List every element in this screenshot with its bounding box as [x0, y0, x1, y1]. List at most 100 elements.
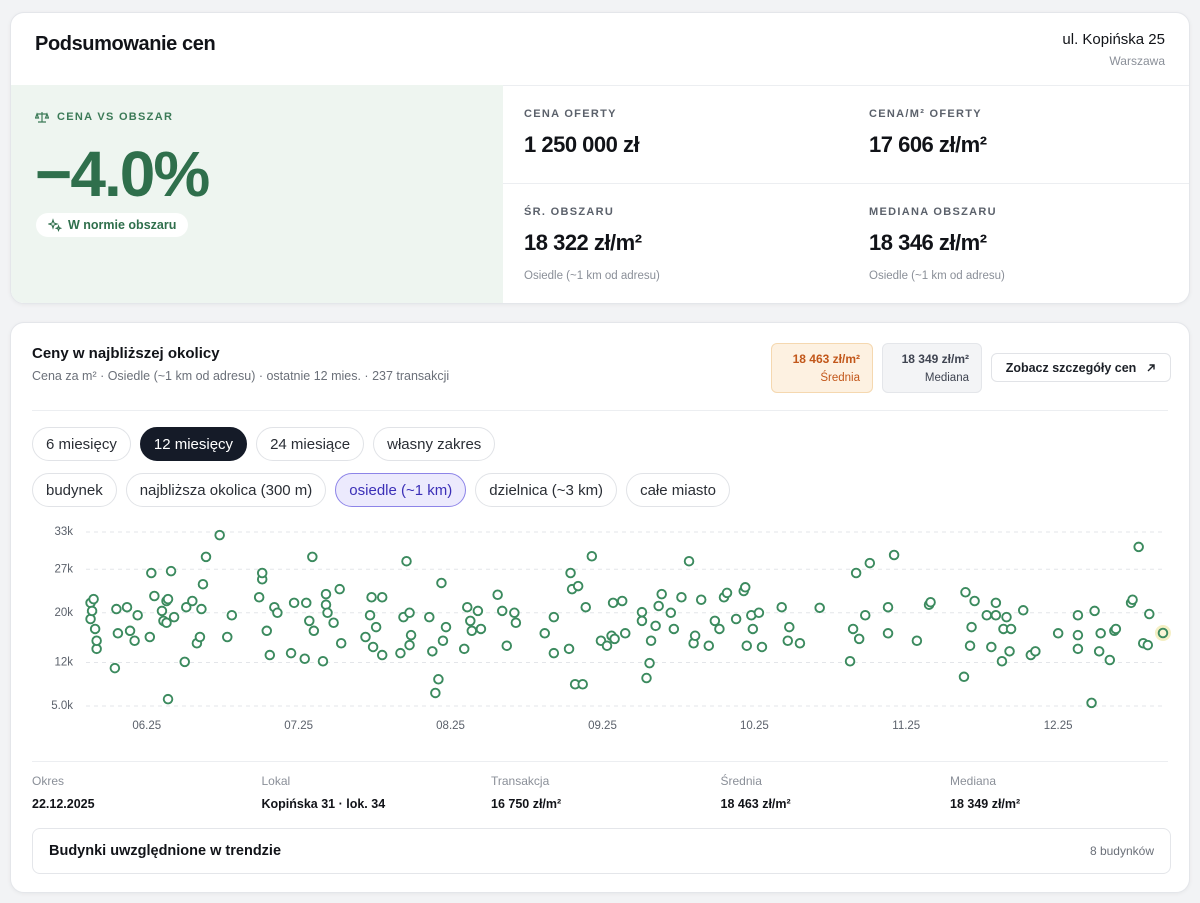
detail: Lokal Kopińska 31 · lok. 34: [262, 774, 386, 811]
point: [433, 674, 444, 685]
point: [89, 623, 101, 635]
scope-tab[interactable]: całe miasto: [626, 473, 730, 507]
point: [334, 583, 345, 595]
point: [1104, 654, 1116, 666]
point: [440, 621, 452, 633]
point: [925, 596, 936, 608]
point: [301, 597, 312, 609]
stat: CENA/M² OFERTY 17 606 zł/m²: [869, 108, 987, 158]
period-tab[interactable]: 6 miesięcy: [32, 427, 131, 461]
point: [124, 625, 136, 637]
y-tick-label: 5.0k: [51, 700, 73, 712]
point: [436, 577, 447, 589]
city: Warszawa: [1109, 54, 1165, 68]
point: [496, 605, 508, 617]
address: ul. Kopińska 25: [1062, 31, 1165, 48]
scope-tab[interactable]: dzielnica (~3 km): [475, 473, 618, 507]
point: [776, 601, 787, 613]
point: [510, 617, 522, 628]
scope-tab[interactable]: budynek: [32, 473, 117, 507]
status-badge: W normie obszaru: [36, 213, 189, 237]
period-tab[interactable]: 24 miesiące: [256, 427, 365, 461]
point: [430, 687, 441, 699]
point: [165, 565, 177, 577]
point: [739, 582, 751, 593]
point: [1086, 697, 1097, 709]
point: [404, 639, 415, 651]
point: [730, 613, 742, 625]
point: [1072, 629, 1084, 641]
detail-label: Lokal: [261, 774, 291, 788]
point: [395, 647, 406, 659]
point: [194, 631, 206, 643]
x-tick-label: 10.25: [740, 720, 769, 732]
point: [88, 593, 99, 605]
point: [364, 610, 376, 621]
divider: [32, 410, 1168, 411]
detail-label: Mediana: [950, 774, 997, 788]
period-tab[interactable]: własny zakres: [373, 427, 496, 461]
detail: Transakcja 16 750 zł/m²: [491, 774, 561, 811]
point: [969, 595, 980, 607]
point: [335, 637, 347, 649]
point: [1005, 623, 1017, 635]
point: [187, 595, 198, 607]
point: [958, 671, 970, 683]
point: [782, 635, 794, 646]
scope-tabs: budynek najbliższa okolica (300 m) osiedle…: [32, 473, 730, 507]
point: [572, 580, 584, 592]
stat-value: 18 346 zł/m²: [869, 230, 987, 255]
point: [794, 637, 806, 649]
point: [1072, 610, 1084, 621]
point: [911, 635, 923, 646]
status-text: W normie obszaru: [68, 218, 177, 232]
average-badge: 18 349 zł/m² Mediana: [882, 343, 982, 393]
period-tab[interactable]: 12 miesięcy: [139, 427, 248, 461]
point: [509, 607, 520, 619]
point: [492, 589, 503, 601]
point: [156, 605, 168, 617]
point: [299, 653, 310, 665]
scale-icon: [35, 112, 49, 123]
point: [121, 601, 133, 613]
point: [847, 623, 859, 635]
point: [370, 621, 382, 633]
buildings-title: Budynki uwzględnione w trendzie: [49, 843, 282, 859]
point: [683, 555, 695, 567]
buildings-box[interactable]: Budynki uwzględnione w trendzie 8 budynk…: [32, 828, 1171, 874]
point: [586, 550, 598, 562]
comparison-label: CENA VS OBSZAR: [57, 111, 174, 123]
point: [619, 628, 631, 639]
point: [222, 631, 233, 643]
point: [960, 587, 971, 598]
detail-value: 16 750 zł/m²: [491, 797, 562, 811]
scope-tab[interactable]: osiedle (~1 km): [335, 473, 467, 507]
point: [1142, 639, 1154, 651]
stat-label: CENA OFERTY: [524, 108, 617, 120]
point: [86, 605, 98, 617]
point: [539, 628, 550, 639]
point: [966, 621, 977, 633]
point: [404, 607, 415, 619]
details-button[interactable]: Zobacz szczegóły cen: [991, 353, 1171, 382]
point: [888, 549, 900, 561]
point: [656, 588, 667, 600]
point: [427, 646, 438, 657]
point: [616, 595, 628, 607]
point: [577, 678, 588, 690]
point: [162, 693, 174, 705]
point: [367, 641, 379, 653]
point: [1144, 608, 1155, 620]
stat-value: 18 322 zł/m²: [524, 230, 642, 255]
detail-label: Średnia: [720, 774, 762, 788]
stat-label: CENA/M² OFERTY: [869, 108, 982, 120]
point: [721, 587, 733, 599]
scope-tab[interactable]: najbliższa okolica (300 m): [125, 473, 327, 507]
point: [756, 641, 768, 653]
x-tick-label: 09.25: [588, 720, 617, 732]
stats-grid: CENA OFERTY 1 250 000 zł CENA/M² OFERTY 17 …: [503, 85, 1189, 303]
point: [161, 617, 172, 628]
point: [308, 625, 320, 637]
point: [328, 617, 339, 628]
